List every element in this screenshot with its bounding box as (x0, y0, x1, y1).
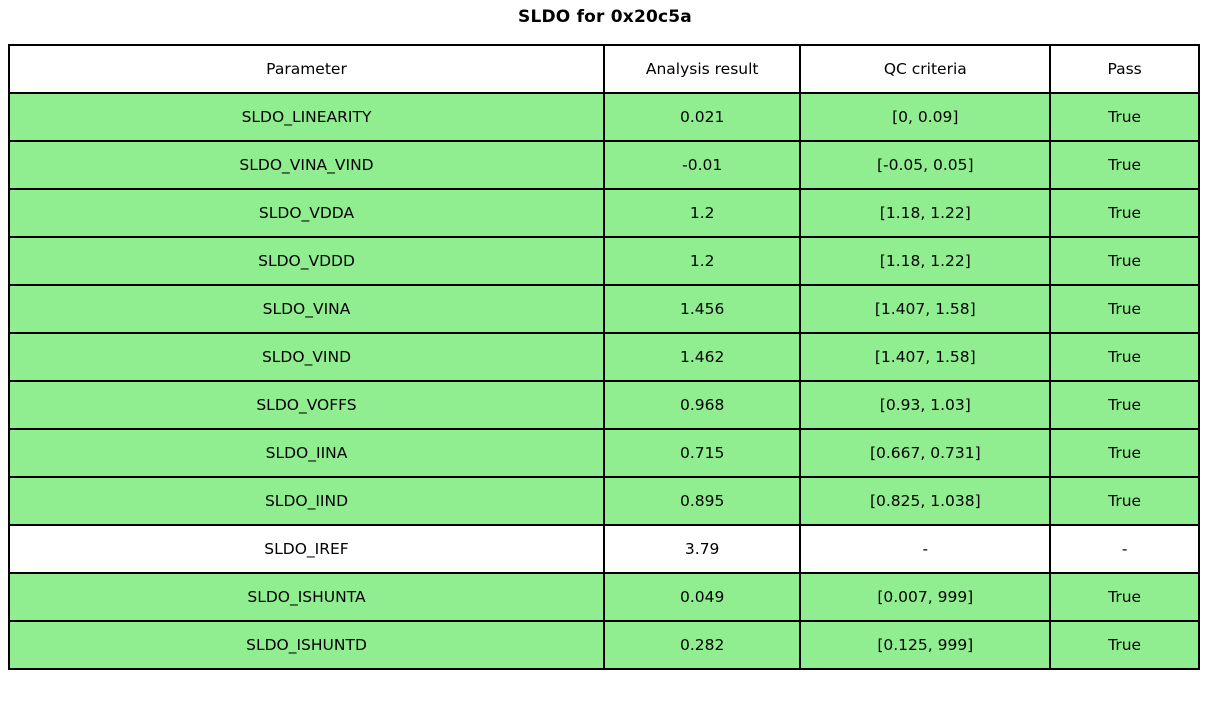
parameter-cell: SLDO_IIND (8, 476, 605, 526)
qc-results-table: Parameter Analysis result QC criteria Pa… (8, 44, 1200, 670)
criteria-cell: [-0.05, 0.05] (799, 140, 1052, 190)
pass-cell: True (1049, 188, 1200, 238)
criteria-cell: [0, 0.09] (799, 92, 1052, 142)
table-row: SLDO_LINEARITY 0.021 [0, 0.09] True (8, 92, 1200, 142)
column-header-parameter: Parameter (8, 44, 605, 94)
criteria-cell: [1.18, 1.22] (799, 236, 1052, 286)
header-row: Parameter Analysis result QC criteria Pa… (8, 44, 1200, 94)
column-header-qc-criteria: QC criteria (799, 44, 1052, 94)
pass-cell: True (1049, 380, 1200, 430)
table-row: SLDO_IINA 0.715 [0.667, 0.731] True (8, 428, 1200, 478)
table-header: Parameter Analysis result QC criteria Pa… (8, 44, 1200, 94)
parameter-cell: SLDO_VINA (8, 284, 605, 334)
pass-cell: True (1049, 428, 1200, 478)
pass-cell: True (1049, 572, 1200, 622)
table-row: SLDO_ISHUNTA 0.049 [0.007, 999] True (8, 572, 1200, 622)
parameter-cell: SLDO_LINEARITY (8, 92, 605, 142)
parameter-cell: SLDO_VOFFS (8, 380, 605, 430)
pass-cell: - (1049, 524, 1200, 574)
column-header-analysis-result: Analysis result (602, 44, 802, 94)
parameter-cell: SLDO_VDDD (8, 236, 605, 286)
table-row: SLDO_VDDD 1.2 [1.18, 1.22] True (8, 236, 1200, 286)
result-cell: 1.462 (602, 332, 802, 382)
result-cell: 0.895 (602, 476, 802, 526)
criteria-cell: [0.007, 999] (799, 572, 1052, 622)
result-cell: 0.021 (602, 92, 802, 142)
pass-cell: True (1049, 140, 1200, 190)
result-cell: 0.715 (602, 428, 802, 478)
result-cell: 1.2 (602, 236, 802, 286)
table-row: SLDO_ISHUNTD 0.282 [0.125, 999] True (8, 620, 1200, 670)
criteria-cell: [1.407, 1.58] (799, 332, 1052, 382)
pass-cell: True (1049, 332, 1200, 382)
parameter-cell: SLDO_IINA (8, 428, 605, 478)
result-cell: -0.01 (602, 140, 802, 190)
table-row: SLDO_IREF 3.79- - (8, 524, 1200, 574)
parameter-cell: SLDO_VIND (8, 332, 605, 382)
parameter-cell: SLDO_IREF (8, 524, 605, 574)
criteria-cell: [1.407, 1.58] (799, 284, 1052, 334)
result-cell: 1.2 (602, 188, 802, 238)
table-row: SLDO_VOFFS 0.968 [0.93, 1.03] True (8, 380, 1200, 430)
criteria-cell: - (799, 524, 1052, 574)
pass-cell: True (1049, 236, 1200, 286)
result-cell: 0.049 (602, 572, 802, 622)
page-title: SLDO for 0x20c5a (518, 7, 692, 27)
criteria-cell: [0.825, 1.038] (799, 476, 1052, 526)
table-row: SLDO_VIND 1.462 [1.407, 1.58] True (8, 332, 1200, 382)
column-header-pass: Pass (1049, 44, 1200, 94)
table-row: SLDO_VDDA 1.2 [1.18, 1.22] True (8, 188, 1200, 238)
table-row: SLDO_VINA_VIND -0.01 [-0.05, 0.05] True (8, 140, 1200, 190)
result-cell: 0.282 (602, 620, 802, 670)
criteria-cell: [1.18, 1.22] (799, 188, 1052, 238)
result-cell: 3.79 (602, 524, 802, 574)
criteria-cell: [0.125, 999] (799, 620, 1052, 670)
parameter-cell: SLDO_VDDA (8, 188, 605, 238)
criteria-cell: [0.667, 0.731] (799, 428, 1052, 478)
parameter-cell: SLDO_VINA_VIND (8, 140, 605, 190)
pass-cell: True (1049, 620, 1200, 670)
criteria-cell: [0.93, 1.03] (799, 380, 1052, 430)
pass-cell: True (1049, 476, 1200, 526)
table-body: SLDO_LINEARITY 0.021 [0, 0.09] True SLDO_VIN… (8, 92, 1200, 670)
table-row: SLDO_VINA 1.456 [1.407, 1.58] True (8, 284, 1200, 334)
pass-cell: True (1049, 92, 1200, 142)
parameter-cell: SLDO_ISHUNTA (8, 572, 605, 622)
pass-cell: True (1049, 284, 1200, 334)
table-row: SLDO_IIND 0.895 [0.825, 1.038] True (8, 476, 1200, 526)
result-cell: 0.968 (602, 380, 802, 430)
parameter-cell: SLDO_ISHUNTD (8, 620, 605, 670)
result-cell: 1.456 (602, 284, 802, 334)
